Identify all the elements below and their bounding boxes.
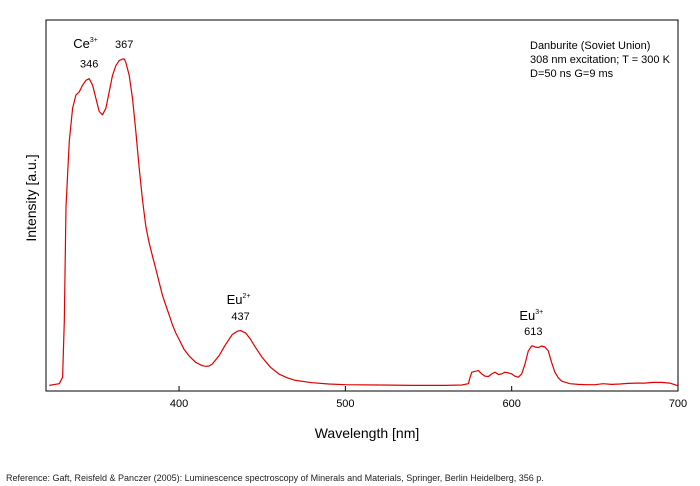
plot-frame (45, 19, 679, 392)
peak-label: 613 (524, 326, 542, 338)
x-tick-label: 400 (170, 398, 188, 410)
x-tick-label: 700 (669, 398, 687, 410)
peak-labels: 346 367 437 613 (80, 39, 542, 338)
ion-label: Eu2+ (227, 292, 251, 307)
x-tick-label: 500 (336, 398, 354, 410)
ion-label: Eu3+ (519, 308, 543, 323)
peak-label: 367 (115, 39, 133, 51)
x-axis-ticks: 400 500 600 700 (170, 386, 687, 410)
ion-label: Ce3+ (73, 36, 98, 51)
peak-label: 346 (80, 59, 98, 71)
peak-label: 437 (231, 311, 249, 323)
info-line-2: 308 nm excitation; T = 300 K (530, 54, 671, 66)
spectrum-line (49, 58, 679, 387)
x-axis-title: Wavelength [nm] (315, 425, 420, 441)
y-axis-title: Intensity [a.u.] (23, 154, 39, 241)
info-line-3: D=50 ns G=9 ms (530, 68, 614, 80)
ion-labels: Ce3+ Eu2+ Eu3+ (73, 36, 543, 323)
info-line-1: Danburite (Soviet Union) (530, 40, 650, 52)
x-tick-label: 600 (503, 398, 521, 410)
reference-citation: Reference: Gaft, Reisfeld & Panczer (200… (6, 473, 544, 483)
